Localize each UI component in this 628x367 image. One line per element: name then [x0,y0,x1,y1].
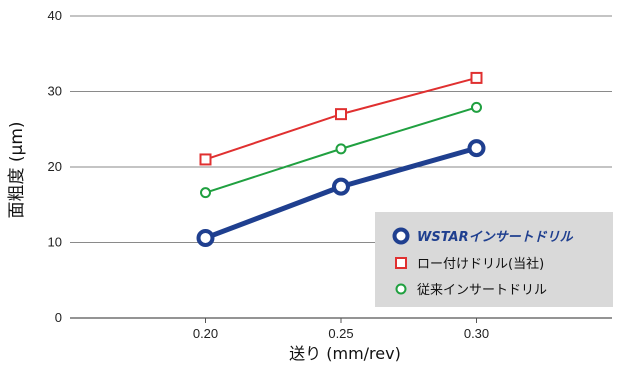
legend-label-conventional: 従来インサートドリル [417,283,547,298]
x-tick-label-0: 0.20 [193,326,218,341]
series-layer [196,71,486,247]
legend-label-brazed: ロー付けドリル(当社) [417,256,544,272]
legend-marker-brazed [395,257,407,269]
legend-marker-conventional [395,283,407,295]
point-conventional-2 [471,101,482,113]
legend-box [375,212,613,307]
y-tick-label-10: 10 [48,235,62,250]
y-tick-label-40: 40 [48,8,62,23]
point-wstar-1 [332,177,350,196]
legend-label-wstar: WSTARインサートドリル [417,230,574,245]
point-wstar-0 [196,228,215,247]
legend: WSTARインサートドリル ロー付けドリル(当社) 従来インサートドリル [375,212,613,307]
axis-layer: 0 10 20 30 40 0.20 0.25 0.30 [48,8,490,341]
y-tick-label-20: 20 [48,159,62,174]
y-axis-title: 面粗度 (μm) [7,121,27,218]
x-axis-title: 送り (mm/rev) [289,344,401,363]
y-tick-label-30: 30 [48,84,62,99]
y-tick-label-0: 0 [55,310,62,325]
x-tick-label-2: 0.30 [464,326,489,341]
point-wstar-2 [467,139,486,158]
point-brazed-2 [470,71,483,84]
x-tick-label-1: 0.25 [328,326,353,341]
legend-marker-wstar [392,227,410,245]
point-brazed-0 [199,153,212,166]
point-conventional-0 [200,187,211,199]
point-brazed-1 [335,108,347,121]
point-conventional-1 [335,143,347,155]
